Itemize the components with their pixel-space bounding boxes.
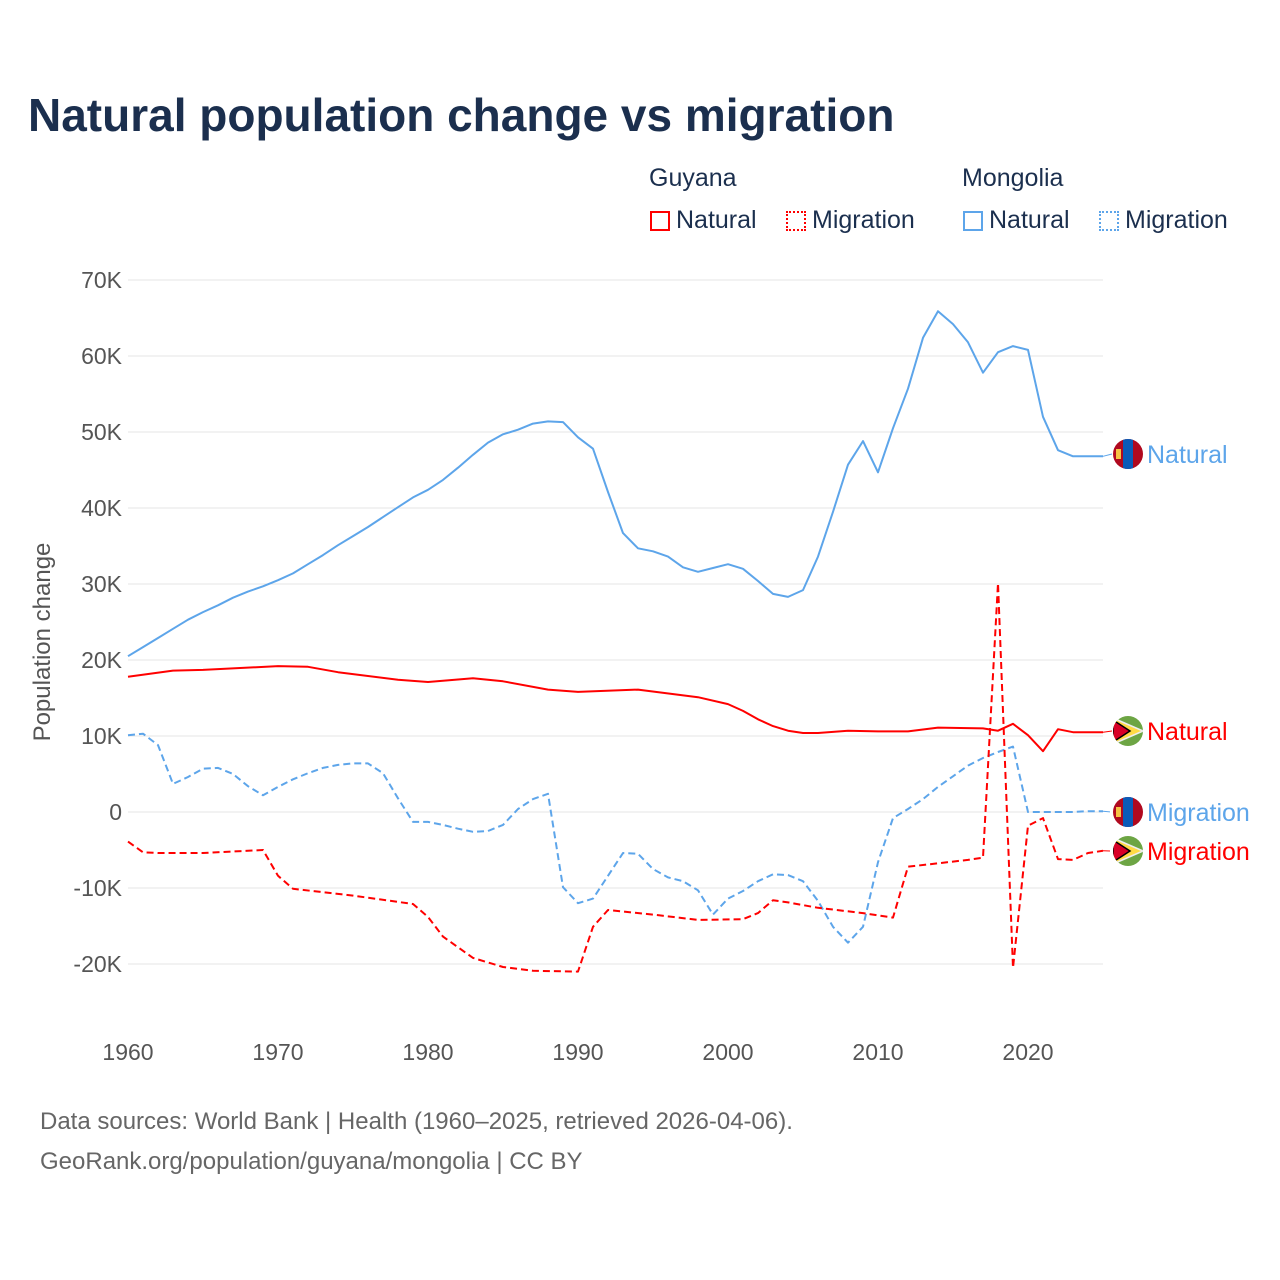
end-label-connector <box>1102 453 1113 457</box>
y-tick-label: 40K <box>81 495 123 521</box>
y-tick-label: 0 <box>109 799 122 825</box>
flag-soyombo <box>1116 449 1121 459</box>
legend-mongolia-natural[interactable]: Natural <box>963 206 1070 235</box>
legend-group-mongolia: Mongolia <box>962 164 1064 192</box>
series-line-mongolia-migration <box>127 732 1103 944</box>
flag-triangle <box>1113 838 1132 864</box>
legend-guyana-natural[interactable]: Natural <box>650 206 757 235</box>
legend-swatch-solid <box>650 210 670 231</box>
legend-guyana-migration[interactable]: Migration <box>786 206 915 235</box>
y-axis-label: Population change <box>29 543 56 742</box>
y-tick-label: 50K <box>81 419 123 445</box>
flag-stripe <box>1123 439 1133 469</box>
legend-swatch-dotted <box>786 210 806 231</box>
legend-swatch-dotted <box>1099 210 1119 231</box>
legend-label: Natural <box>676 206 757 234</box>
legend-label: Migration <box>812 206 915 234</box>
x-tick-label: 2010 <box>852 1039 903 1065</box>
end-label: Migration <box>1147 799 1250 827</box>
y-tick-label: -10K <box>73 875 122 901</box>
footer-attribution[interactable]: GeoRank.org/population/guyana/mongolia |… <box>40 1148 583 1175</box>
x-tick-label: 1990 <box>552 1039 603 1065</box>
series-line-mongolia-natural <box>127 310 1103 658</box>
guyana-flag-icon <box>1113 836 1143 866</box>
y-tick-label: -20K <box>73 951 122 977</box>
x-tick-label: 1960 <box>102 1039 153 1065</box>
end-label-connector <box>1102 810 1113 813</box>
y-tick-label: 20K <box>81 647 123 673</box>
x-tick-label: 1980 <box>402 1039 453 1065</box>
series-line-guyana-natural <box>127 665 1103 753</box>
series-line-guyana-migration <box>127 582 1104 973</box>
y-tick-label: 60K <box>81 343 123 369</box>
x-tick-label: 1970 <box>252 1039 303 1065</box>
guyana-flag-icon <box>1113 716 1143 746</box>
y-tick-label: 10K <box>81 723 123 749</box>
legend-label: Migration <box>1125 206 1228 234</box>
end-label: Natural <box>1147 718 1228 746</box>
end-label: Natural <box>1147 441 1228 469</box>
flag-stripe <box>1123 797 1133 827</box>
x-tick-label: 2000 <box>702 1039 753 1065</box>
flag-triangle <box>1113 718 1132 744</box>
end-label-connector <box>1102 730 1113 733</box>
chart-title: Natural population change vs migration <box>28 89 895 141</box>
legend-swatch-solid <box>963 210 983 231</box>
end-label: Migration <box>1147 838 1250 866</box>
x-tick-label: 2020 <box>1002 1039 1053 1065</box>
mongolia-flag-icon <box>1113 439 1143 469</box>
legend-mongolia-migration[interactable]: Migration <box>1099 206 1228 235</box>
footer-sources: Data sources: World Bank | Health (1960–… <box>40 1108 793 1135</box>
y-tick-label: 70K <box>81 267 123 293</box>
flag-soyombo <box>1116 807 1121 817</box>
legend-label: Natural <box>989 206 1070 234</box>
y-tick-label: 30K <box>81 571 123 597</box>
mongolia-flag-icon <box>1113 797 1143 827</box>
legend-group-guyana: Guyana <box>649 164 737 192</box>
